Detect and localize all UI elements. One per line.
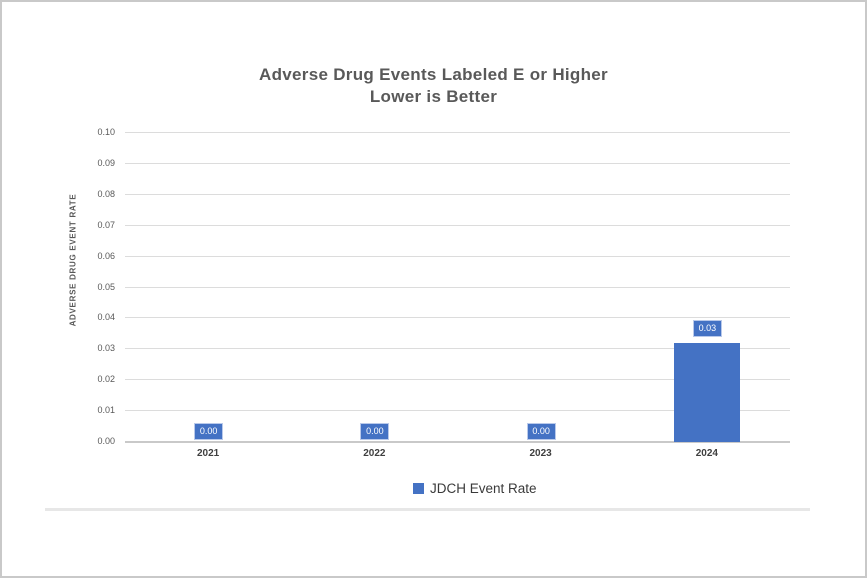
- bar-data-label: 0.00: [526, 423, 556, 440]
- y-tick-label: 0.06: [97, 250, 115, 261]
- gridline: [125, 441, 790, 443]
- legend-label: JDCH Event Rate: [430, 481, 537, 496]
- y-tick-label: 0.01: [97, 405, 115, 416]
- y-tick-label: 0.03: [97, 343, 115, 354]
- gridline: [125, 255, 790, 257]
- gridline: [125, 410, 790, 412]
- y-tick-label: 0.02: [97, 374, 115, 385]
- gridline: [125, 317, 790, 319]
- bar-data-label: 0.00: [360, 423, 390, 440]
- chart-title-line1: Adverse Drug Events Labeled E or Higher: [259, 65, 608, 84]
- gridline: [125, 348, 790, 350]
- legend-swatch-icon: [413, 483, 424, 494]
- gridline: [125, 224, 790, 226]
- y-tick-label: 0.09: [97, 157, 115, 168]
- x-category-label: 2021: [197, 448, 220, 459]
- gridline: [125, 379, 790, 381]
- gridline: [125, 162, 790, 164]
- chart-title-line2: Lower is Better: [369, 87, 498, 106]
- y-tick-label: 0.10: [97, 127, 115, 137]
- y-tick-label: 0.00: [97, 436, 115, 446]
- bottom-separator: [45, 508, 810, 511]
- y-tick-label: 0.07: [97, 219, 115, 230]
- bar: [673, 343, 740, 442]
- x-category-label: 2024: [695, 448, 718, 459]
- legend: JDCH Event Rate: [413, 481, 537, 496]
- gridline: [125, 132, 790, 133]
- y-tick-label: 0.08: [97, 188, 115, 199]
- y-tick-label: 0.04: [97, 312, 115, 323]
- bar-data-label: 0.03: [692, 320, 722, 338]
- gridline: [125, 286, 790, 288]
- x-category-label: 2022: [363, 448, 386, 459]
- bar-data-label: 0.00: [194, 423, 224, 440]
- gridline: [125, 193, 790, 195]
- chart-title: Adverse Drug Events Labeled E or Higher …: [2, 64, 865, 108]
- y-tick-label: 0.05: [97, 281, 115, 292]
- x-category-label: 2023: [529, 448, 552, 459]
